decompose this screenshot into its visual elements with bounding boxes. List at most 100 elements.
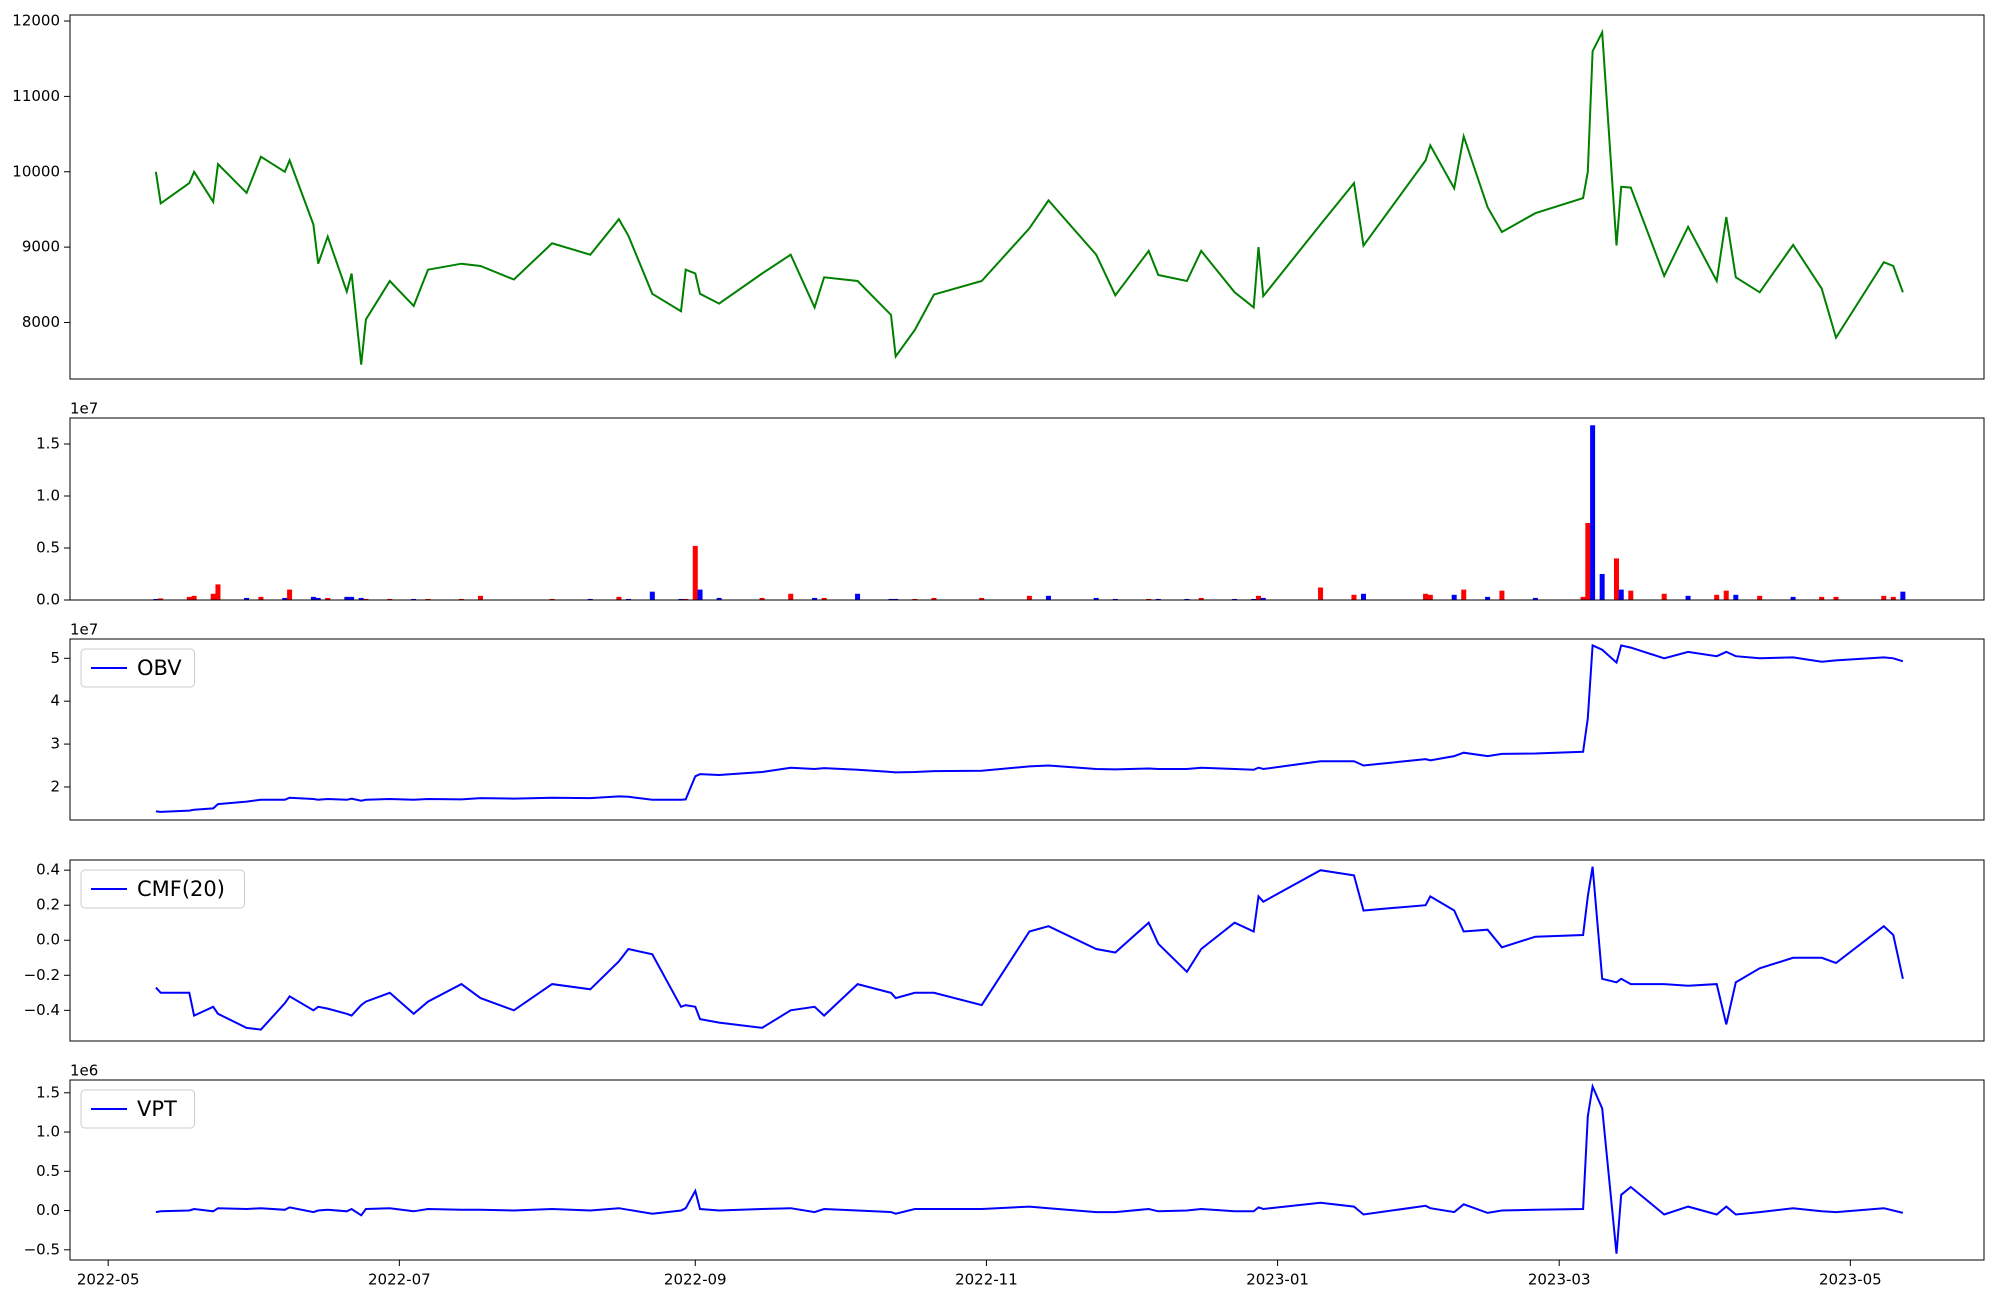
bar xyxy=(716,597,722,600)
legend-label: CMF(20) xyxy=(137,877,225,901)
line-series xyxy=(155,643,1904,813)
bar xyxy=(678,598,684,600)
bar xyxy=(1661,593,1667,600)
bar xyxy=(1881,595,1887,600)
plot-area xyxy=(155,643,1904,813)
legend-box xyxy=(80,1089,195,1129)
bar xyxy=(477,595,483,600)
bar xyxy=(1423,593,1429,600)
bar xyxy=(210,593,216,600)
bar xyxy=(1757,595,1763,600)
bar xyxy=(788,593,794,600)
bar xyxy=(625,598,631,600)
bar xyxy=(1045,595,1051,600)
bar xyxy=(587,598,593,600)
y-tick-label: 3 xyxy=(50,735,60,753)
y-tick-label: −0.2 xyxy=(24,966,60,984)
bar xyxy=(979,597,985,600)
x-tick-label: 2022-05 xyxy=(77,1271,140,1289)
bar xyxy=(1155,598,1161,600)
y-tick-label: 1.0 xyxy=(36,487,60,505)
x-tick-label: 2022-07 xyxy=(368,1271,431,1289)
axes-frame xyxy=(69,638,1985,821)
bar xyxy=(325,597,331,600)
bar xyxy=(821,597,827,600)
axes-frame xyxy=(69,859,1985,1042)
y-tick-label: 12000 xyxy=(12,12,60,30)
bar xyxy=(1146,598,1152,600)
line-series xyxy=(155,1082,1904,1254)
bar xyxy=(931,597,937,600)
bar xyxy=(1361,593,1367,600)
y-tick-label: 0.5 xyxy=(36,539,60,557)
plot-area xyxy=(155,866,1904,1031)
plot-area xyxy=(154,28,1904,365)
y-tick-label: 1.0 xyxy=(36,1123,60,1141)
y-tick-label: 1.5 xyxy=(36,1083,60,1101)
bar xyxy=(1580,596,1586,600)
x-tick-label: 2022-11 xyxy=(955,1271,1018,1289)
y-tick-label: 0.0 xyxy=(36,931,60,949)
bar xyxy=(912,598,918,600)
bar xyxy=(1714,594,1720,600)
bar xyxy=(287,589,293,600)
legend-box xyxy=(80,869,245,909)
bar xyxy=(697,589,703,600)
bar xyxy=(282,597,288,600)
y-tick-label: 1.5 xyxy=(36,435,60,453)
line-series xyxy=(154,28,1904,365)
bar xyxy=(1790,596,1796,600)
bar xyxy=(1613,558,1619,600)
y-tick-label: 0.5 xyxy=(36,1162,60,1180)
bar xyxy=(344,596,350,600)
bar xyxy=(1685,595,1691,600)
bar xyxy=(244,597,250,600)
bar xyxy=(649,591,655,600)
bar xyxy=(186,596,192,600)
bar xyxy=(888,598,894,600)
bar xyxy=(1890,596,1896,600)
bar xyxy=(1819,596,1825,600)
bar xyxy=(1351,594,1357,600)
bar xyxy=(258,596,264,600)
x-tick-label: 2023-03 xyxy=(1528,1271,1591,1289)
bar xyxy=(616,596,622,600)
bar xyxy=(1198,597,1204,600)
bar xyxy=(1532,597,1538,600)
bar xyxy=(1251,598,1257,600)
legend-box xyxy=(80,648,195,688)
bar xyxy=(363,598,369,600)
bar xyxy=(1232,598,1238,600)
bar xyxy=(692,545,698,600)
bar xyxy=(1184,598,1190,600)
bar xyxy=(387,598,393,600)
y-tick-label: −0.5 xyxy=(24,1240,60,1258)
x-tick-label: 2023-05 xyxy=(1819,1271,1882,1289)
offset-label: 1e7 xyxy=(70,621,98,639)
bar xyxy=(1618,589,1624,600)
y-tick-label: 10000 xyxy=(12,162,60,180)
bar xyxy=(1723,590,1729,600)
y-tick-label: 2 xyxy=(50,777,60,795)
bar xyxy=(855,593,861,600)
bar xyxy=(893,598,899,600)
bar xyxy=(1112,598,1118,600)
y-tick-label: 0.2 xyxy=(36,896,60,914)
bar xyxy=(812,597,818,600)
y-tick-label: 0.0 xyxy=(36,1201,60,1219)
line-series xyxy=(155,866,1904,1031)
bar xyxy=(549,598,555,600)
legend-label: VPT xyxy=(137,1097,177,1121)
bar xyxy=(310,596,316,600)
bar xyxy=(1485,596,1491,600)
plot-area xyxy=(155,1082,1904,1254)
bar xyxy=(1461,589,1467,600)
bar xyxy=(1260,597,1266,600)
bar xyxy=(153,598,159,600)
y-tick-label: 4 xyxy=(50,692,60,710)
bar xyxy=(1733,594,1739,600)
bar xyxy=(1628,590,1634,600)
y-tick-label: 8000 xyxy=(22,313,60,331)
y-tick-label: 9000 xyxy=(22,238,60,256)
